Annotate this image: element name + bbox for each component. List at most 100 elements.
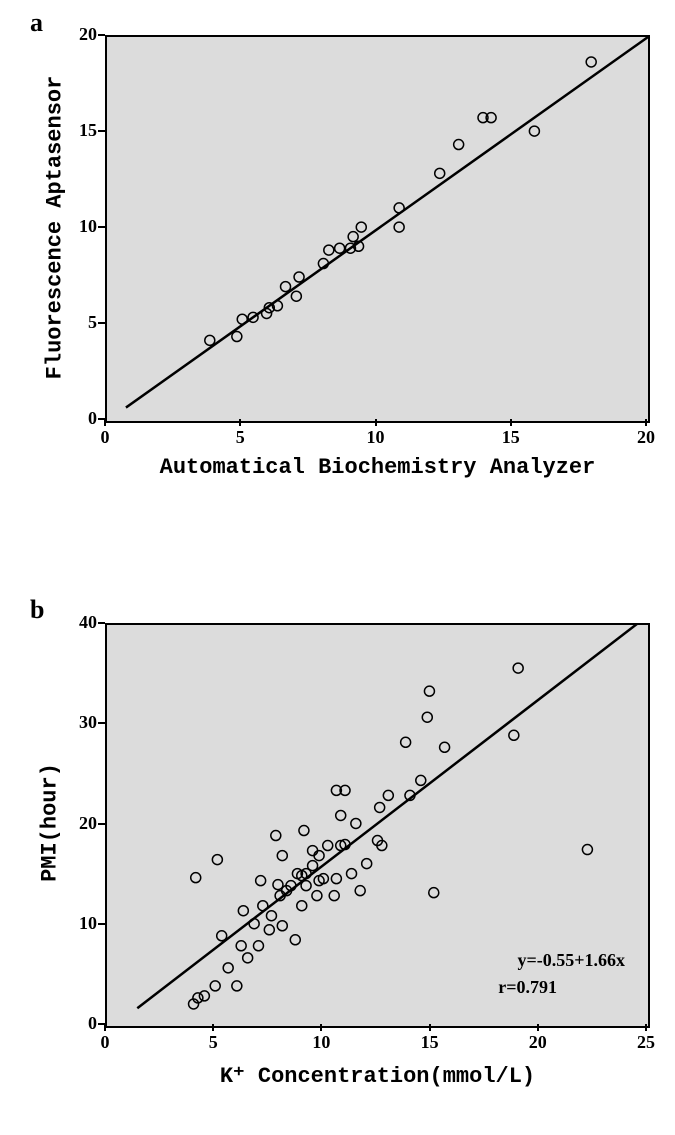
- data-point: [351, 818, 361, 828]
- figure-container: a Fluorescence Aptasensor Automatical Bi…: [0, 0, 675, 1132]
- y-tick: [98, 34, 105, 36]
- data-point: [301, 881, 311, 891]
- panel-b-letter: b: [30, 595, 44, 625]
- x-tick: [537, 1024, 539, 1031]
- data-point: [258, 901, 268, 911]
- data-point: [435, 168, 445, 178]
- data-point: [297, 901, 307, 911]
- panel-a-xlabel: Automatical Biochemistry Analyzer: [105, 455, 650, 480]
- data-point: [335, 243, 345, 253]
- data-point: [236, 941, 246, 951]
- data-point: [440, 742, 450, 752]
- panel-b: b PMI(hour) K⁺ Concentration(mmol/L) y=-…: [0, 595, 675, 1135]
- data-point: [223, 963, 233, 973]
- data-point: [348, 232, 358, 242]
- data-point: [509, 730, 519, 740]
- x-tick-label: 5: [220, 427, 260, 448]
- data-point: [237, 314, 247, 324]
- y-tick-label: 40: [57, 612, 97, 633]
- x-tick-label: 10: [356, 427, 396, 448]
- data-point: [362, 859, 372, 869]
- panel-a-plot-area: [105, 35, 650, 423]
- data-point: [217, 931, 227, 941]
- x-tick-label: 15: [491, 427, 531, 448]
- data-point: [355, 886, 365, 896]
- data-point: [243, 953, 253, 963]
- y-tick-label: 15: [57, 120, 97, 141]
- panel-b-equation-1: y=-0.55+1.66x: [517, 950, 625, 971]
- y-tick: [98, 1023, 105, 1025]
- x-tick: [375, 419, 377, 426]
- data-point: [529, 126, 539, 136]
- y-tick: [98, 823, 105, 825]
- x-tick-label: 5: [193, 1032, 233, 1053]
- data-point: [394, 222, 404, 232]
- data-point: [266, 911, 276, 921]
- data-point: [331, 874, 341, 884]
- y-tick-label: 0: [57, 408, 97, 429]
- fit-line: [126, 37, 652, 408]
- data-point: [291, 291, 301, 301]
- data-point: [375, 802, 385, 812]
- data-point: [324, 245, 334, 255]
- data-point: [586, 57, 596, 67]
- panel-a-svg: [107, 37, 652, 425]
- x-tick-label: 0: [85, 1032, 125, 1053]
- data-point: [299, 826, 309, 836]
- data-point: [454, 140, 464, 150]
- x-tick: [429, 1024, 431, 1031]
- x-tick: [510, 419, 512, 426]
- x-tick: [645, 419, 647, 426]
- data-point: [253, 941, 263, 951]
- x-tick: [645, 1024, 647, 1031]
- data-point: [329, 891, 339, 901]
- data-point: [513, 663, 523, 673]
- data-point: [290, 935, 300, 945]
- x-tick: [320, 1024, 322, 1031]
- data-point: [277, 851, 287, 861]
- data-point: [429, 888, 439, 898]
- x-tick-label: 15: [410, 1032, 450, 1053]
- y-tick: [98, 722, 105, 724]
- data-point: [582, 845, 592, 855]
- data-point: [281, 282, 291, 292]
- data-point: [212, 855, 222, 865]
- data-point: [394, 203, 404, 213]
- x-tick: [239, 419, 241, 426]
- data-point: [205, 335, 215, 345]
- data-point: [308, 861, 318, 871]
- y-tick: [98, 418, 105, 420]
- y-tick-label: 20: [57, 813, 97, 834]
- data-point: [249, 919, 259, 929]
- data-point: [401, 737, 411, 747]
- data-point: [323, 841, 333, 851]
- data-point: [422, 712, 432, 722]
- data-point: [232, 332, 242, 342]
- data-point: [262, 308, 272, 318]
- data-point: [347, 869, 357, 879]
- x-tick: [104, 419, 106, 426]
- data-point: [383, 790, 393, 800]
- x-tick: [104, 1024, 106, 1031]
- data-point: [314, 851, 324, 861]
- y-tick: [98, 622, 105, 624]
- y-tick-label: 10: [57, 913, 97, 934]
- data-point: [277, 921, 287, 931]
- y-tick: [98, 923, 105, 925]
- data-point: [336, 810, 346, 820]
- data-point: [238, 906, 248, 916]
- panel-b-xlabel: K⁺ Concentration(mmol/L): [105, 1063, 650, 1089]
- data-point: [271, 831, 281, 841]
- data-point: [308, 846, 318, 856]
- data-point: [264, 925, 274, 935]
- data-point: [424, 686, 434, 696]
- data-point: [294, 272, 304, 282]
- x-tick-label: 20: [626, 427, 666, 448]
- data-point: [199, 991, 209, 1001]
- data-point: [312, 891, 322, 901]
- y-tick-label: 20: [57, 24, 97, 45]
- data-point: [191, 873, 201, 883]
- data-point: [210, 981, 220, 991]
- x-tick-label: 10: [301, 1032, 341, 1053]
- y-tick-label: 0: [57, 1013, 97, 1034]
